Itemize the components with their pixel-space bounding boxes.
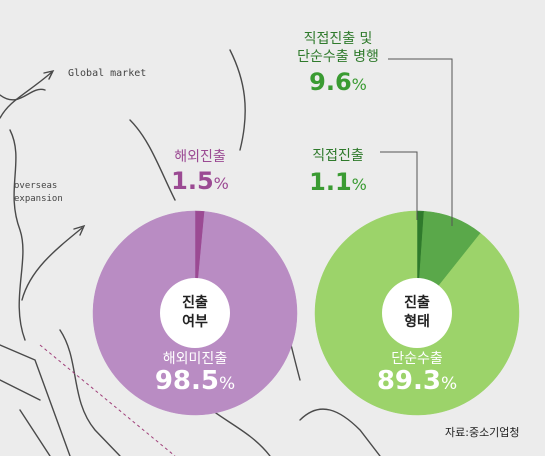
slice-label-name: 직접진출 xyxy=(312,148,364,164)
center-label-line: 형태 xyxy=(404,314,430,330)
slice-label-name: 단순수출 xyxy=(391,351,443,367)
slice-value-unit: % xyxy=(351,75,367,94)
slice-value-unit: % xyxy=(441,374,458,394)
slice-value-number: 1.1 xyxy=(309,168,352,196)
sketch-label-overseas: overseas xyxy=(14,181,57,191)
slice-value-unit: % xyxy=(213,174,229,193)
slice-value-number: 1.5 xyxy=(171,167,214,195)
sketch-line xyxy=(129,119,176,201)
leader-line-both xyxy=(388,58,453,226)
slice-label-non-entry: 해외미진출 xyxy=(145,348,245,368)
slice-label-name: 해외미진출 xyxy=(162,351,228,367)
slice-label-both: 직접진출 및 단순수출 병행 xyxy=(288,30,388,66)
source-note: 자료:중소기업청 xyxy=(445,426,520,439)
slice-value-number: 9.6 xyxy=(309,68,352,96)
slice-label-line: 단순수출 병행 xyxy=(297,49,379,65)
leader-line-direct xyxy=(380,151,418,220)
sketch-dashed-line xyxy=(39,344,176,456)
slice-value-unit: % xyxy=(351,175,367,194)
slice-value-overseas-entry: 1.5% xyxy=(155,167,245,195)
slice-value-export: 89.3% xyxy=(357,366,477,396)
sketch-line xyxy=(299,408,381,456)
slice-value-both: 9.6% xyxy=(288,68,388,96)
center-label-line: 여부 xyxy=(182,314,208,330)
sketch-building xyxy=(0,344,71,456)
slice-label-direct: 직접진출 xyxy=(298,145,378,165)
sketch-arrow-overseas xyxy=(21,224,86,301)
slice-label-overseas-entry: 해외진출 xyxy=(155,146,245,166)
slice-value-number: 89.3 xyxy=(376,366,441,396)
slice-label-export: 단순수출 xyxy=(372,348,462,368)
pie-slice xyxy=(314,210,520,416)
sketch-label-global: Global market xyxy=(68,68,146,79)
slice-value-direct: 1.1% xyxy=(298,168,378,196)
sketch-line xyxy=(9,129,26,341)
pie-center-form xyxy=(382,278,452,348)
pie-chart-form xyxy=(314,210,520,416)
sketch-line xyxy=(229,49,246,151)
slice-label-line: 직접진출 및 xyxy=(303,31,373,47)
center-label-line: 진출 xyxy=(404,295,430,311)
center-label-line: 진출 xyxy=(182,295,208,311)
sketch-line xyxy=(0,88,46,101)
slice-value-number: 98.5 xyxy=(154,366,219,396)
slice-label-name: 해외진출 xyxy=(174,149,226,165)
slice-value-non-entry: 98.5% xyxy=(135,366,255,396)
sketch-label-expansion: expansion xyxy=(14,194,63,204)
sketch-arrow-global xyxy=(0,69,55,119)
pie-center-label-form: 진출 형태 xyxy=(382,294,452,332)
pie-center-entry xyxy=(160,278,230,348)
sketch-line xyxy=(59,329,121,456)
slice-value-unit: % xyxy=(219,374,236,394)
pie-center-label-entry: 진출 여부 xyxy=(160,294,230,332)
